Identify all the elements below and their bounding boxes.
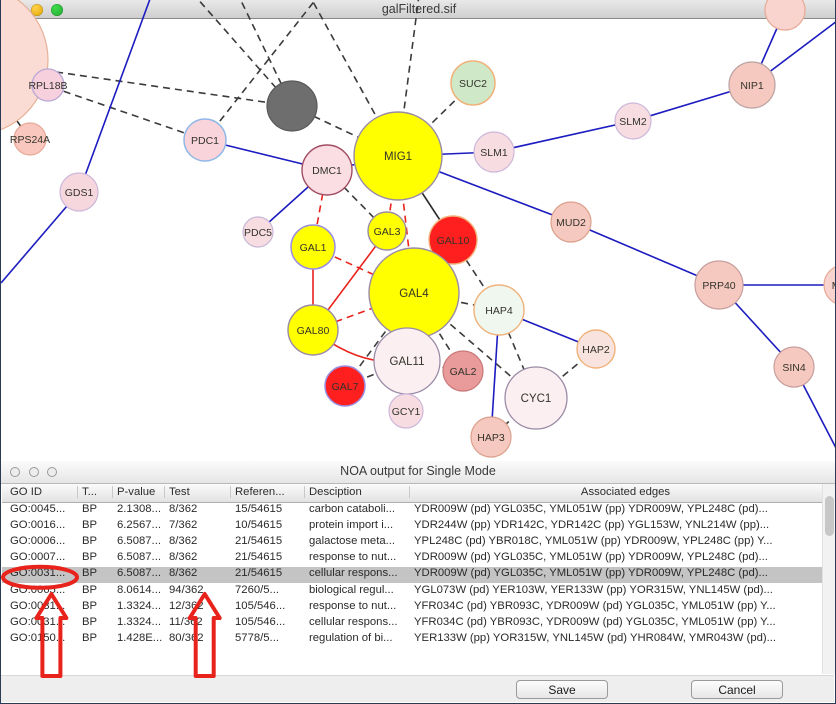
svg-text:GAL2: GAL2 <box>450 366 477 378</box>
svg-text:GCY1: GCY1 <box>392 406 421 418</box>
svg-text:PDC1: PDC1 <box>191 135 219 147</box>
svg-text:DMC1: DMC1 <box>312 165 342 177</box>
svg-text:GAL11: GAL11 <box>390 356 425 368</box>
svg-text:SUC2: SUC2 <box>459 78 487 90</box>
svg-text:HAP3: HAP3 <box>477 432 505 444</box>
svg-text:PRP40: PRP40 <box>702 280 735 292</box>
svg-text:GAL10: GAL10 <box>437 235 470 247</box>
svg-text:GAL7: GAL7 <box>332 381 359 393</box>
svg-text:GAL3: GAL3 <box>374 226 401 238</box>
svg-text:MIG1: MIG1 <box>384 151 412 163</box>
svg-text:RPL18B: RPL18B <box>28 80 67 92</box>
svg-text:RPS24A: RPS24A <box>10 134 50 146</box>
svg-text:MSI1: MSI1 <box>832 280 835 292</box>
svg-text:PDC5: PDC5 <box>244 227 272 239</box>
svg-text:NIP1: NIP1 <box>740 80 764 92</box>
svg-text:MUD2: MUD2 <box>556 217 586 229</box>
svg-text:GAL4: GAL4 <box>399 288 429 300</box>
svg-text:GAL80: GAL80 <box>297 325 330 337</box>
svg-text:GAL1: GAL1 <box>300 242 327 254</box>
svg-text:HAP2: HAP2 <box>582 344 610 356</box>
svg-text:SIN4: SIN4 <box>782 362 806 374</box>
svg-text:SLM1: SLM1 <box>480 147 508 159</box>
svg-text:CYC1: CYC1 <box>521 393 552 405</box>
svg-text:HAP4: HAP4 <box>485 305 513 317</box>
svg-text:SLM2: SLM2 <box>619 116 647 128</box>
svg-text:GDS1: GDS1 <box>65 187 94 199</box>
